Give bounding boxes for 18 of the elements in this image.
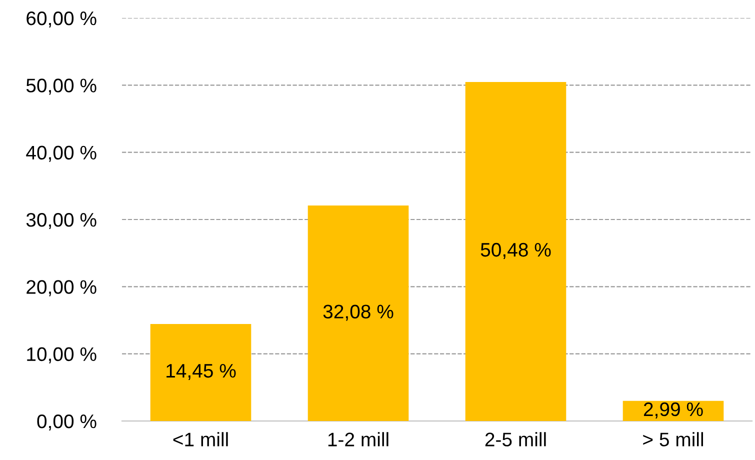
x-tick-label: > 5 mill <box>643 432 704 446</box>
y-tick-label: 20,00 % <box>26 280 96 296</box>
data-label: 32,08 % <box>323 304 394 321</box>
x-tick-label: <1 mill <box>173 432 228 446</box>
data-label: 14,45 % <box>166 364 236 380</box>
y-tick-label: 30,00 % <box>26 212 96 230</box>
bar <box>150 324 252 421</box>
y-tick-label: 40,00 % <box>26 146 96 162</box>
bar <box>308 206 409 421</box>
y-tick-label: 0,00 % <box>37 414 96 431</box>
bar <box>465 82 566 421</box>
y-tick-label: 60,00 % <box>26 11 96 28</box>
data-label: 50,48 % <box>480 242 551 259</box>
y-tick-label: 50,00 % <box>26 78 96 95</box>
y-tick-label: 10,00 % <box>27 347 96 364</box>
data-label: 2,99 % <box>644 402 703 418</box>
x-tick-label: 1-2 mill <box>328 432 388 446</box>
x-tick-label: 2-5 mill <box>485 432 546 446</box>
